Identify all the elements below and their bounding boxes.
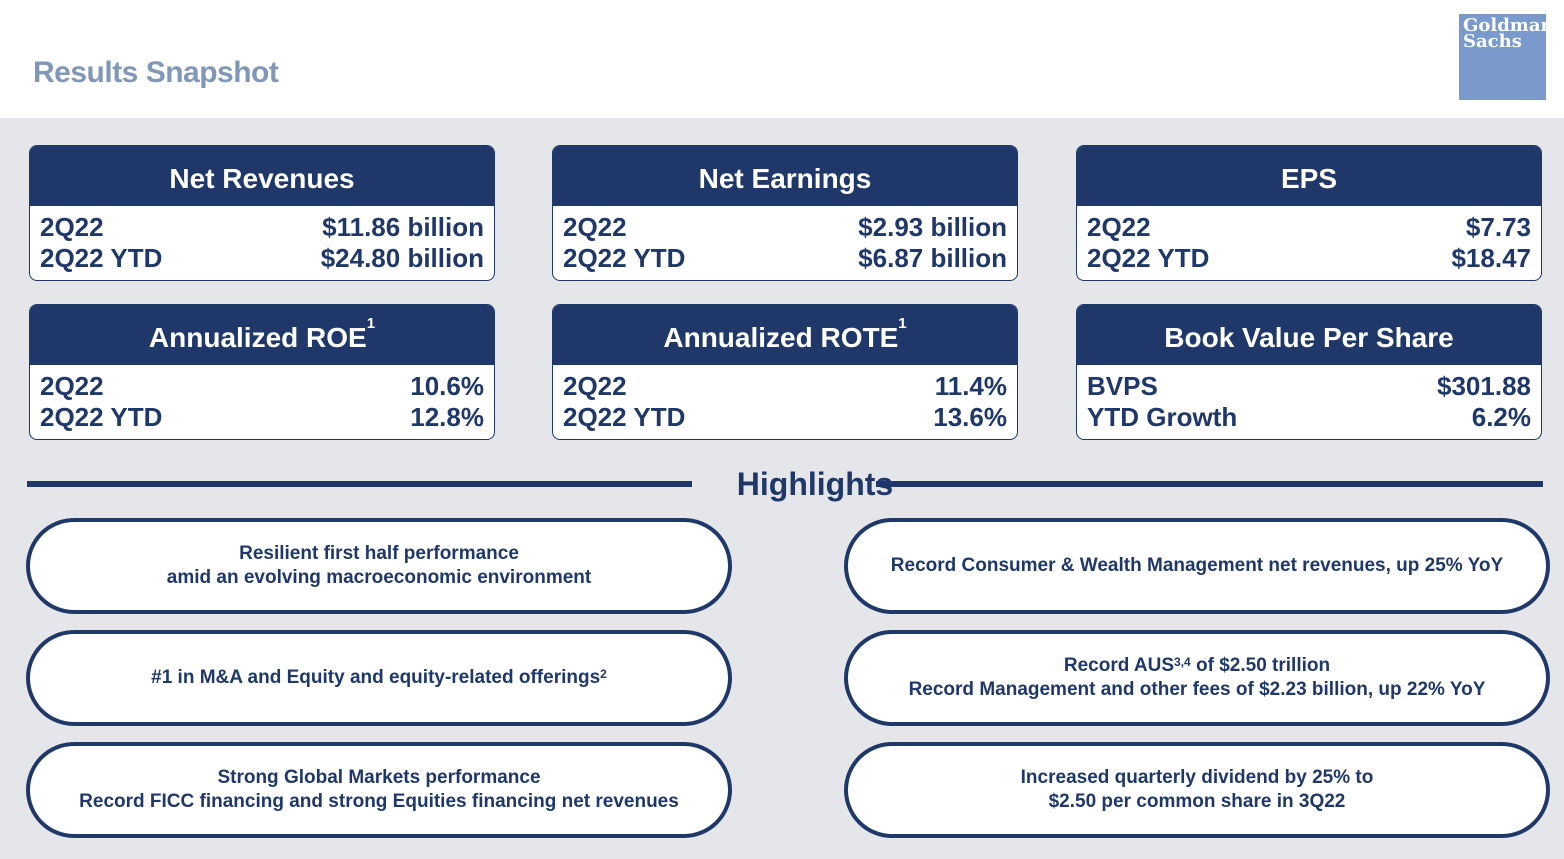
card-row: 2Q22 10.6% [40, 371, 484, 402]
row-label: 2Q22 [1087, 212, 1151, 242]
card-net-earnings: Net Earnings 2Q22 $2.93 billion 2Q22 YTD $… [552, 145, 1018, 281]
highlight-line: Record FICC financing and strong Equitie… [79, 791, 679, 812]
row-label: BVPS [1087, 371, 1158, 401]
row-value: $2.93 billion [858, 212, 1007, 242]
card-row: BVPS $301.88 [1087, 371, 1531, 402]
highlight-line: Record Consumer & Wealth Management net … [890, 555, 1504, 576]
row-value: $7.73 [1465, 212, 1531, 242]
card-annualized-roe: Annualized ROE1 2Q22 10.6% 2Q22 YTD 12.8% [29, 304, 495, 440]
row-label: 2Q22 [563, 371, 627, 401]
row-label: 2Q22 YTD [40, 243, 163, 273]
card-title-text: Annualized ROE [148, 322, 367, 353]
card-net-revenues: Net Revenues 2Q22 $11.86 billion 2Q22 YTD… [29, 145, 495, 281]
card-row: 2Q22 YTD $18.47 [1087, 243, 1531, 274]
divider-line-right [876, 481, 1543, 487]
card-eps: EPS 2Q22 $7.73 2Q22 YTD $18.47 [1076, 145, 1542, 281]
card-row: 2Q22 YTD $24.80 billion [40, 243, 484, 274]
card-row: 2Q22 11.4% [563, 371, 1007, 402]
row-value: 13.6% [933, 402, 1007, 432]
row-label: 2Q22 YTD [1087, 243, 1210, 273]
row-value: $18.47 [1451, 243, 1531, 273]
card-row: 2Q22 YTD $6.87 billion [563, 243, 1007, 274]
highlight-line: amid an evolving macroeconomic environme… [166, 567, 592, 588]
card-title-text: Annualized ROTE [663, 322, 899, 353]
highlight-line: Increased quarterly dividend by 25% to [1020, 767, 1374, 788]
card-row: 2Q22 $2.93 billion [563, 212, 1007, 243]
card-row: 2Q22 YTD 12.8% [40, 402, 484, 433]
row-value: $24.80 billion [320, 243, 484, 273]
highlight-line: #1 in M&A and Equity and equity-related … [151, 666, 607, 690]
card-title: Book Value Per Share [1077, 305, 1541, 365]
highlight-item: Record Consumer & Wealth Management net … [844, 518, 1550, 614]
row-value: 6.2% [1471, 402, 1531, 432]
footnote-marker: 2 [600, 667, 607, 681]
row-label: 2Q22 [40, 371, 104, 401]
card-row: 2Q22 $11.86 billion [40, 212, 484, 243]
highlight-line: Record Management and other fees of $2.2… [908, 679, 1486, 700]
footnote-marker: 1 [898, 315, 907, 332]
highlights-title: Highlights [736, 466, 894, 502]
row-label: 2Q22 [563, 212, 627, 242]
row-value: $301.88 [1437, 371, 1531, 401]
card-row: 2Q22 YTD 13.6% [563, 402, 1007, 433]
card-title: Annualized ROE1 [30, 305, 494, 365]
highlight-text: #1 in M&A and Equity and equity-related … [151, 667, 601, 688]
card-title: Annualized ROTE1 [553, 305, 1017, 365]
card-title: Net Earnings [553, 146, 1017, 206]
highlights-header: Highlights [27, 466, 1543, 502]
row-label: YTD Growth [1087, 402, 1238, 432]
highlight-item: #1 in M&A and Equity and equity-related … [26, 630, 732, 726]
highlight-line: Resilient first half performance [239, 543, 519, 564]
highlight-item: Increased quarterly dividend by 25% to $… [844, 742, 1550, 838]
divider-line-left [27, 481, 692, 487]
footnote-marker: 1 [366, 315, 376, 332]
header: Results Snapshot Goldman Sachs [0, 0, 1564, 118]
row-value: 12.8% [410, 402, 484, 432]
row-label: 2Q22 YTD [40, 402, 163, 432]
highlight-line: Record AUS3,4 of $2.50 trillion [909, 654, 1486, 678]
card-title: EPS [1077, 146, 1541, 206]
highlight-item: Resilient first half performance amid an… [26, 518, 732, 614]
footnote-marker: 3,4 [1174, 655, 1191, 669]
row-value: 10.6% [410, 371, 484, 401]
highlight-item: Strong Global Markets performance Record… [26, 742, 732, 838]
goldman-sachs-logo: Goldman Sachs [1459, 14, 1554, 100]
logo-line-1: Goldman [1463, 15, 1554, 36]
row-label: 2Q22 YTD [563, 243, 686, 273]
highlight-text: of $2.50 trillion [1190, 655, 1331, 676]
card-row: YTD Growth 6.2% [1087, 402, 1531, 433]
card-row: 2Q22 $7.73 [1087, 212, 1531, 243]
card-annualized-rote: Annualized ROTE1 2Q22 11.4% 2Q22 YTD 13.6% [552, 304, 1018, 440]
row-label: 2Q22 YTD [563, 402, 686, 432]
page-title: Results Snapshot [33, 56, 279, 89]
highlight-line: Strong Global Markets performance [217, 767, 541, 788]
row-value: 11.4% [934, 371, 1007, 401]
card-book-value-per-share: Book Value Per Share BVPS $301.88 YTD Gro… [1076, 304, 1542, 440]
card-title: Net Revenues [30, 146, 494, 206]
highlight-line: $2.50 per common share in 3Q22 [1048, 791, 1346, 812]
row-value: $11.86 billion [322, 212, 484, 242]
highlight-item: Record AUS3,4 of $2.50 trillion Record M… [844, 630, 1550, 726]
logo-line-2: Sachs [1463, 31, 1522, 52]
row-value: $6.87 billion [858, 243, 1007, 273]
highlight-text: Record AUS [1063, 655, 1175, 676]
row-label: 2Q22 [40, 212, 104, 242]
